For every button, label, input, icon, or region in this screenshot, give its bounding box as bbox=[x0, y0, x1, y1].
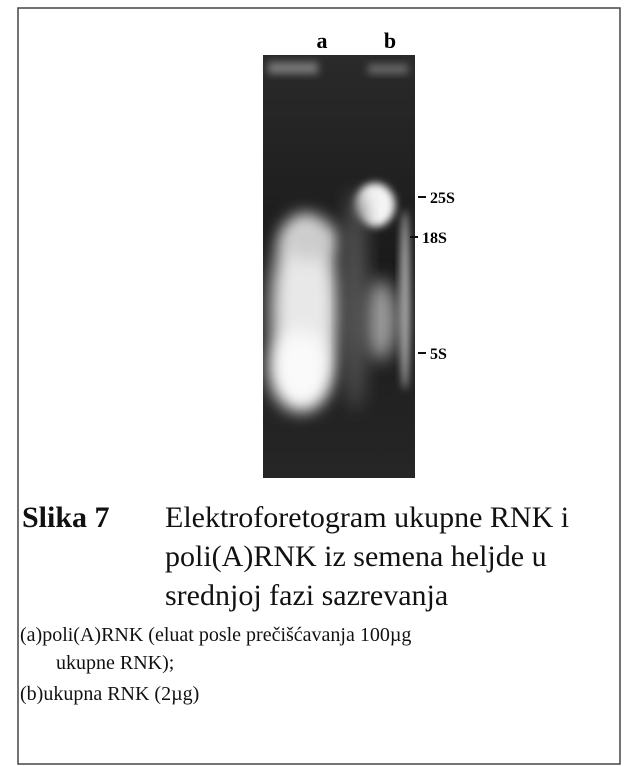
marker-label: 18S bbox=[422, 230, 447, 247]
note-line: (a)poli(A)RNK (eluat posle prečišćavanja… bbox=[20, 624, 411, 646]
lane-label: a bbox=[317, 28, 328, 53]
caption-line: srednjoj fazi sazrevanja bbox=[165, 579, 448, 612]
marker-label: 5S bbox=[430, 346, 447, 363]
note-line: ukupne RNK); bbox=[56, 652, 174, 674]
note-line: (b)ukupna RNK (2µg) bbox=[20, 683, 199, 705]
lane-label: b bbox=[384, 28, 396, 53]
gel-image bbox=[263, 55, 415, 478]
marker-label: 25S bbox=[430, 190, 455, 207]
caption-label: Slika 7 bbox=[22, 501, 110, 534]
caption-line: Elektroforetogram ukupne RNK i bbox=[165, 501, 569, 534]
frame bbox=[17, 7, 621, 765]
caption-line: poli(A)RNK iz semena heljde u bbox=[165, 540, 547, 573]
